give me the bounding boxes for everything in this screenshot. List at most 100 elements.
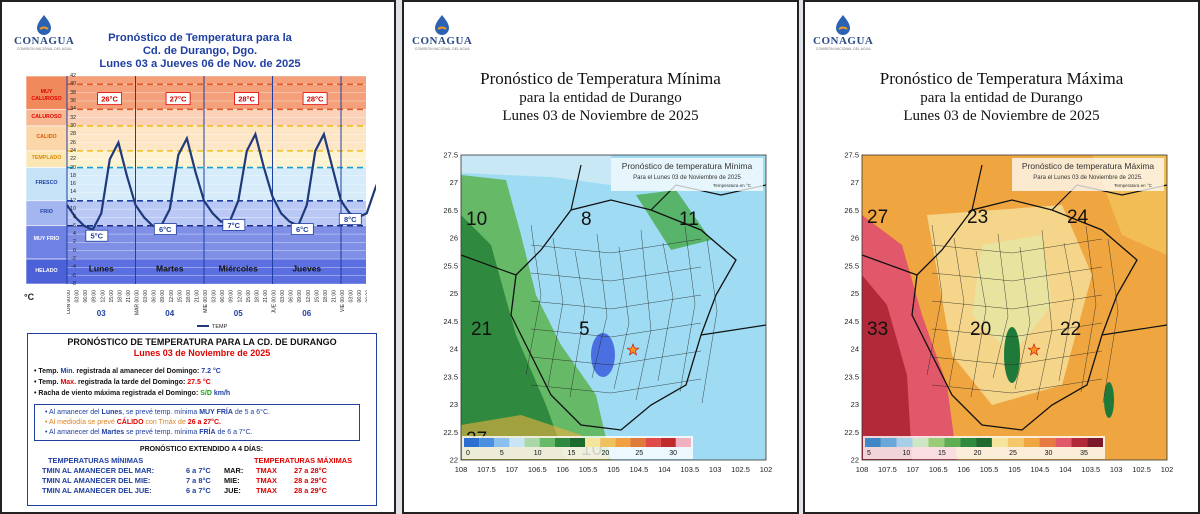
colorbar-swatch [675, 438, 691, 447]
outlook-line-3: • Al amanecer del Martes se prevé temp. … [45, 429, 253, 436]
municipality-line [657, 242, 674, 382]
temp-value-label: 5 [579, 319, 590, 340]
day-label: Lunes [89, 264, 114, 274]
tmax-heading: TEMPERATURAS MÁXIMAS [254, 456, 352, 465]
colorbar-swatch [539, 438, 555, 447]
tmax-row-value: 28 a 29°C [294, 476, 327, 485]
y-tick-label: 8 [73, 214, 76, 221]
hour-tick: 21:00 [126, 290, 132, 303]
colorbar-swatch [991, 438, 1008, 447]
temp-value-label: 24 [1067, 207, 1089, 228]
y-tick-label: 12 [70, 197, 76, 204]
hour-tick: 03:00 [75, 290, 81, 303]
municipality-line [530, 294, 702, 310]
hour-tick: 09:00 [229, 290, 235, 303]
max-temp-label: 26°C [101, 95, 118, 104]
colorbar-tick: 30 [669, 450, 677, 457]
summary-heading: PRONÓSTICO DE TEMPERATURA PARA LA CD. DE… [67, 337, 337, 347]
hour-tick: 09:00 [366, 290, 367, 303]
hour-tick: 15:00 [314, 290, 320, 303]
max-temp-title: Pronóstico de Temperatura Máxima para la… [805, 69, 1198, 125]
hour-tick: 03:00 [143, 290, 149, 303]
colorbar-tick: 25 [1009, 450, 1017, 457]
day-label: Jueves [292, 264, 321, 274]
y-tick-label: 42 [70, 73, 76, 79]
cold-core [591, 333, 615, 377]
colorbar-swatch [509, 438, 525, 447]
zone-label: CALIDO [36, 134, 57, 141]
hour-tick: 03:00 [349, 290, 355, 303]
hour-tick: 21:00 [263, 290, 269, 303]
zone-label: MUY CALUROSO [31, 88, 62, 102]
tmin-row-value: 7 a 8°C [186, 476, 211, 485]
zone-label: HELADO [35, 267, 58, 274]
cold-core [1004, 327, 1020, 383]
municipality-line [591, 233, 608, 379]
lat-tick: 22.5 [844, 428, 859, 437]
hour-tick: 21:00 [194, 290, 200, 303]
title-line-2: Cd. de Durango, Dgo. [142, 45, 258, 57]
min-temp-panel: CONAGUA COMISIÓN NACIONAL DEL AGUA Pronó… [402, 0, 799, 514]
date-label: 06 [302, 309, 311, 318]
y-tick-label: 38 [70, 89, 76, 96]
colorbar-swatch [554, 438, 570, 447]
logo-text: CONAGUA [813, 35, 874, 47]
max-temp-label: 28°C [307, 95, 324, 104]
zone-label: FRIO [40, 209, 53, 216]
legend-label: TEMP [212, 324, 228, 330]
tmax-row-day: MAR: [224, 466, 244, 475]
colorbar-tick: 20 [602, 450, 610, 457]
map-inset-title: Pronóstico de temperatura Máxima [1022, 161, 1155, 171]
municipality-line [613, 246, 630, 390]
lon-tick: 105 [1008, 465, 1021, 474]
capital-star-icon [626, 343, 640, 356]
outlook-line-2: • Al mediodía se prevé CÁLIDO con Tmáx d… [45, 419, 221, 426]
colorbar-swatch [585, 438, 601, 447]
tmin-heading: TEMPERATURAS MÍNIMAS [48, 456, 144, 465]
logo-subtext: COMISIÓN NACIONAL DEL AGUA [414, 47, 470, 51]
municipality-line [1036, 229, 1053, 401]
lon-tick: 106 [957, 465, 970, 474]
lat-tick: 25.5 [844, 261, 859, 270]
lon-tick: 102 [760, 465, 773, 474]
title-sub-1: para la entidad de Durango [920, 90, 1083, 106]
min-temp-label: 7°C [228, 221, 241, 230]
max-label-box [97, 92, 122, 106]
colorbar-swatch [1039, 438, 1056, 447]
lon-tick: 107 [506, 465, 519, 474]
hour-tick: 09:00 [160, 290, 166, 303]
municipality-line [635, 229, 652, 401]
zone-swatch [26, 76, 68, 110]
y-tick-label: 36 [70, 97, 76, 104]
colorbar-tick: 20 [974, 450, 982, 457]
hour-tick: 12:00 [237, 290, 243, 303]
lat-tick: 27 [450, 178, 458, 187]
tmin-row-label: TMIN AL AMANECER DEL MAR: [42, 466, 155, 475]
tmax-row-label: TMAX [256, 476, 277, 485]
lon-tick: 102 [1161, 465, 1174, 474]
lat-tick: 25.5 [443, 261, 458, 270]
colorbar-tick: 15 [568, 450, 576, 457]
tmax-row-label: TMAX [256, 466, 277, 475]
lon-tick: 106.5 [929, 465, 948, 474]
max-temp-label: 28°C [238, 95, 255, 104]
colorbar-tick: 25 [635, 450, 643, 457]
lat-tick: 22 [450, 456, 458, 465]
lat-tick: 24.5 [443, 317, 458, 326]
map-inset-unit: Temperatura en °C [713, 183, 752, 188]
min-label-box [290, 223, 314, 235]
municipality-line [926, 224, 943, 376]
y-tick-label: -6 [71, 272, 76, 279]
lon-tick: 104 [658, 465, 671, 474]
tmin-row-value: 6 a 7°C [186, 466, 211, 475]
y-tick-label: 28 [70, 131, 76, 138]
temp-value-label: 23 [967, 207, 988, 228]
lat-tick: 27 [851, 178, 859, 187]
outlook-line-1: • Al amanecer del Lunes, se prevé temp. … [45, 409, 270, 416]
lon-tick: 106.5 [528, 465, 547, 474]
y-tick-label: 14 [70, 189, 76, 196]
hour-tick: 21:00 [331, 290, 337, 303]
municipality-line [530, 238, 702, 254]
lon-tick: 102.5 [731, 465, 750, 474]
lon-tick: 107 [907, 465, 920, 474]
